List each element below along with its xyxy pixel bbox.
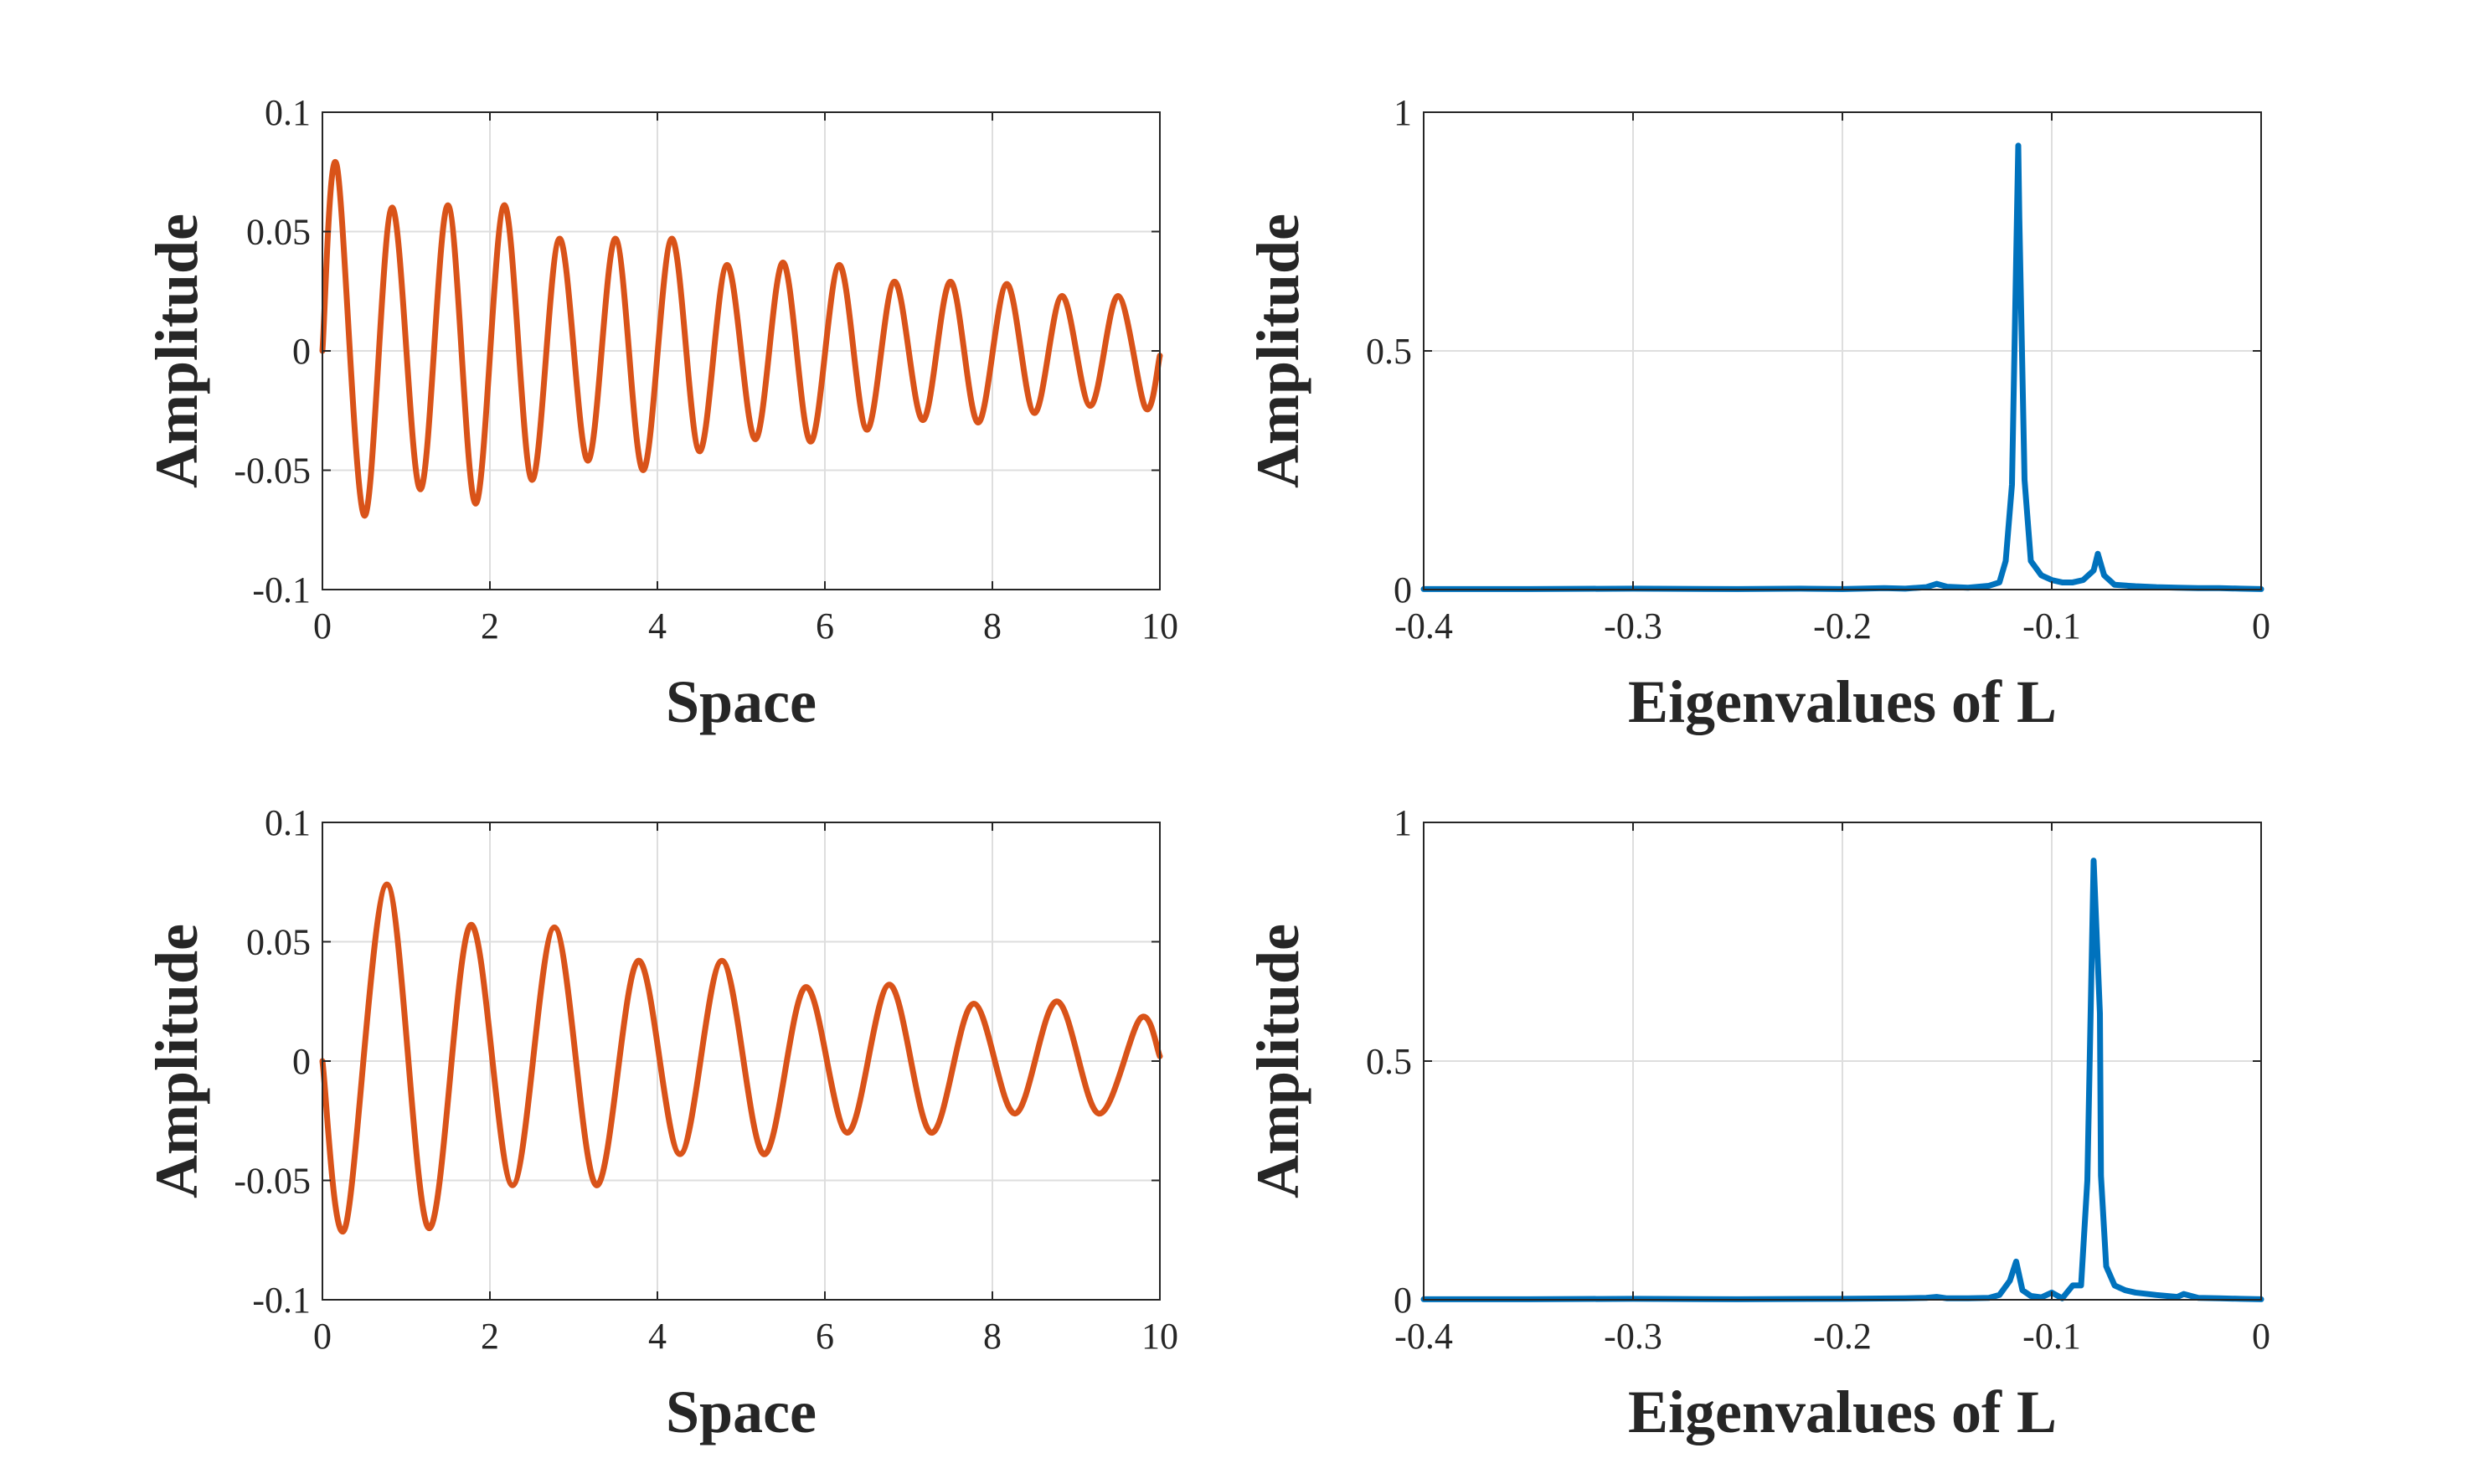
chart-0-x-tick-label-2: 4 [648,605,667,647]
chart-0-y-tick-label-4: 0.1 [265,92,311,133]
chart-2-x-tick-label-2: 4 [648,1316,667,1357]
chart-3-x-tick-label-0: -0.4 [1394,1316,1453,1357]
chart-3-x-tick-label-1: -0.3 [1604,1316,1662,1357]
chart-2-y-axis-label: Amplitude [143,924,210,1198]
chart-2-x-tick-label-5: 10 [1141,1316,1178,1357]
chart-1-y-axis-label: Amplitude [1244,214,1311,488]
chart-2-y-tick-label-1: -0.05 [234,1161,311,1202]
chart-3-series-line-0 [1420,858,2264,1302]
chart-2-x-tick-label-3: 6 [816,1316,834,1357]
chart-0-x-tick-label-1: 2 [481,605,499,647]
chart-1-x-tick-label-0: -0.4 [1394,605,1453,647]
chart-1-x-tick-label-4: 0 [2252,605,2270,647]
chart-2-x-tick-label-1: 2 [481,1316,499,1357]
chart-2-x-tick-label-4: 8 [983,1316,1002,1357]
chart-3-y-tick-label-0: 0 [1394,1280,1412,1321]
chart-space-mode-1: 0 2 4 6 8 10 -0.1 -0.05 0 0.05 0.1 Space Amplitude [143,92,1178,735]
chart-2-y-tick-label-3: 0.05 [246,922,311,963]
chart-3-y-tick-label-1: 0.5 [1366,1041,1412,1082]
chart-3-y-tick-label-2: 1 [1394,802,1412,843]
chart-2-y-tick-label-2: 0 [292,1041,311,1082]
chart-2-x-axis-label: Space [666,1378,817,1445]
chart-spectrum-mode-2: -0.4 -0.3 -0.2 -0.1 0 0 0.5 1 Eigenvalues of L Am… [1244,802,2270,1445]
chart-3-x-axis-label: Eigenvalues of L [1628,1378,2057,1445]
chart-0-x-axis-label: Space [666,668,817,735]
chart-spectrum-mode-1: -0.4 -0.3 -0.2 -0.1 0 0 0.5 1 Eigenvalues of L Am… [1244,92,2270,735]
chart-1-x-tick-label-2: -0.2 [1813,605,1872,647]
chart-0-y-tick-label-1: -0.05 [234,451,311,492]
chart-0-y-tick-label-3: 0.05 [246,212,311,253]
chart-2-y-tick-label-0: -0.1 [252,1280,311,1321]
chart-0-series-line-0 [319,158,1163,519]
chart-0-y-tick-label-0: -0.1 [252,569,311,611]
chart-1-x-axis-label: Eigenvalues of L [1628,668,2057,735]
chart-0-y-axis-label: Amplitude [143,214,210,488]
chart-0-x-tick-label-4: 8 [983,605,1002,647]
chart-3-x-tick-label-4: 0 [2252,1316,2270,1357]
chart-2-x-tick-label-0: 0 [313,1316,332,1357]
chart-3-x-tick-label-2: -0.2 [1813,1316,1872,1357]
chart-1-y-tick-label-0: 0 [1394,569,1412,611]
chart-3-y-axis-label: Amplitude [1244,924,1311,1198]
chart-space-mode-2: 0 2 4 6 8 10 -0.1 -0.05 0 0.05 0.1 Space Amplitude [143,802,1178,1445]
chart-2-y-tick-label-4: 0.1 [265,802,311,843]
chart-0-x-tick-label-5: 10 [1141,605,1178,647]
chart-0-x-tick-label-0: 0 [313,605,332,647]
chart-3-x-tick-label-3: -0.1 [2022,1316,2081,1357]
chart-1-x-tick-label-3: -0.1 [2022,605,2081,647]
chart-2-series-line-0 [319,881,1163,1234]
chart-1-y-tick-label-1: 0.5 [1366,331,1412,372]
chart-1-y-tick-label-2: 1 [1394,92,1412,133]
chart-0-y-tick-label-2: 0 [292,331,311,372]
chart-0-x-tick-label-3: 6 [816,605,834,647]
chart-1-x-tick-label-1: -0.3 [1604,605,1662,647]
chart-1-series-line-0 [1420,142,2264,592]
